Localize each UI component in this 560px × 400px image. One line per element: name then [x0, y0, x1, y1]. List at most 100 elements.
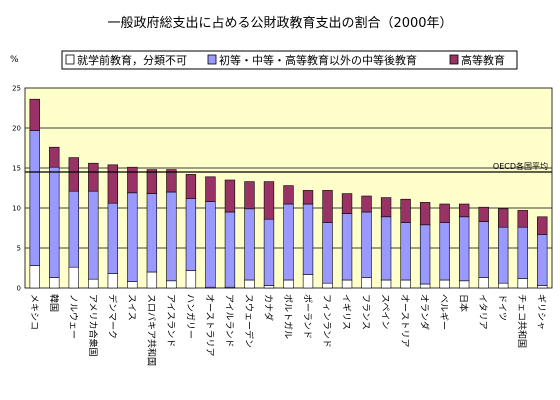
- bar-segment-tertiary: [322, 190, 333, 223]
- bar-segment-preschool: [498, 282, 509, 289]
- bar-segment-primary-secondary: [341, 213, 353, 281]
- reference-line-group: OECD各国平均: [25, 161, 552, 173]
- legend-swatch-tertiary: [449, 54, 459, 65]
- bar-segment-preschool: [68, 266, 79, 289]
- bar-segment-primary-secondary: [49, 166, 60, 278]
- bar-segment-primary-secondary: [88, 190, 99, 280]
- x-category-label: アメリカ合衆国: [87, 294, 99, 357]
- x-category-label: スロバキア共和国: [145, 294, 156, 366]
- x-category-label: フィンランド: [321, 294, 332, 348]
- oecd-average-label: OECD各国平均: [493, 161, 548, 171]
- bar-segment-tertiary: [478, 206, 489, 222]
- x-category-label: デンマーク: [106, 294, 118, 339]
- x-axis-labels: メキシコ 韓国 ノルウェー アメリカ合衆国 デンマーク スイス スロバキア共和国 アイスランド…: [28, 294, 546, 366]
- x-category-label: ポーランド: [302, 294, 313, 339]
- y-tick-label: 15: [12, 165, 21, 173]
- x-category-label: ベルギー: [438, 294, 449, 330]
- x-category-label: ドイツ: [497, 294, 507, 321]
- legend-frame: [61, 50, 518, 70]
- x-category-label: メキシコ: [28, 294, 38, 330]
- bar-segment-preschool: [419, 283, 431, 289]
- x-category-label: オーストラリア: [204, 294, 215, 357]
- bar-segment-preschool: [127, 281, 138, 289]
- bar-segment-tertiary: [439, 203, 450, 223]
- bar-segment-primary-secondary: [127, 192, 138, 282]
- bar-segment-tertiary: [517, 210, 528, 228]
- y-axis-unit: %: [10, 55, 19, 65]
- bar-segment-tertiary: [224, 179, 236, 213]
- bar-segment-primary-secondary: [107, 202, 119, 274]
- x-category-label: ポルトガル: [282, 294, 293, 339]
- y-axis-ticks: 0 5 10 15 20 25: [12, 85, 21, 293]
- bar-segment-preschool: [49, 277, 60, 289]
- bar-segment-tertiary: [458, 203, 470, 218]
- bar-segment-primary-secondary: [322, 222, 333, 284]
- legend: 就学前教育，分類不可 初等・中等・高等教育以外の中等後教育 高等教育: [61, 50, 518, 70]
- legend-swatch-primary-secondary: [207, 54, 217, 65]
- bar-segment-preschool: [88, 278, 99, 289]
- bar-segment-preschool: [322, 282, 333, 289]
- bar-segment-preschool: [283, 279, 294, 289]
- bar-segment-preschool: [244, 279, 255, 289]
- x-category-label: スペイン: [380, 294, 390, 329]
- bar-segment-tertiary: [263, 181, 275, 220]
- bar-segment-preschool: [107, 273, 119, 289]
- x-category-label: アイルランド: [223, 294, 234, 348]
- bar-segment-tertiary: [146, 169, 158, 194]
- bar-segment-tertiary: [419, 202, 431, 226]
- x-category-label: 韓国: [48, 294, 59, 312]
- bar-segment-primary-secondary: [537, 234, 548, 286]
- bar-segment-tertiary: [498, 208, 509, 228]
- bar-segment-primary-secondary: [380, 216, 392, 281]
- bar-segment-tertiary: [283, 185, 294, 205]
- y-tick-label: 25: [12, 85, 21, 93]
- bar-segment-preschool: [166, 280, 177, 289]
- bar-segment-primary-secondary: [263, 218, 275, 286]
- bar-segment-tertiary: [341, 193, 353, 214]
- x-category-label: カナダ: [262, 294, 274, 321]
- bar-segment-primary-secondary: [185, 198, 197, 271]
- bar-segment-preschool: [537, 285, 548, 289]
- y-tick-label: 5: [17, 245, 21, 253]
- bar-segment-tertiary: [107, 164, 119, 204]
- bar-segment-preschool: [185, 270, 197, 289]
- bar-segment-primary-secondary: [302, 203, 314, 275]
- legend-swatch-preschool: [65, 54, 75, 65]
- bar-segment-tertiary: [29, 98, 40, 131]
- bar-segment-tertiary: [380, 197, 392, 218]
- bar-segment-preschool: [458, 280, 470, 289]
- x-category-label: オーストリア: [399, 294, 410, 348]
- x-category-label: オランダ: [419, 294, 431, 330]
- bar-segment-preschool: [341, 279, 353, 289]
- x-category-label: チェコ共和国: [516, 294, 527, 348]
- bar-segment-primary-secondary: [283, 203, 294, 281]
- legend-label-primary-secondary: 初等・中等・高等教育以外の中等後教育: [219, 53, 417, 67]
- bar-segment-preschool: [439, 279, 450, 289]
- bar-segment-primary-secondary: [361, 211, 372, 278]
- y-tick-label: 20: [12, 125, 21, 133]
- bar-segment-primary-secondary: [146, 193, 158, 273]
- bar-segment-tertiary: [166, 169, 177, 193]
- y-tick-label: 10: [12, 205, 21, 213]
- bar-segment-primary-secondary: [205, 201, 216, 288]
- bar-segment-tertiary: [49, 146, 60, 168]
- bar-segment-tertiary: [244, 181, 255, 210]
- bar-segment-primary-secondary: [68, 190, 79, 268]
- bar-segment-preschool: [361, 277, 372, 289]
- bar-segment-primary-secondary: [439, 222, 450, 281]
- x-category-label: ノルウェー: [67, 294, 78, 339]
- bar-segment-preschool: [29, 265, 40, 289]
- bar-segment-primary-secondary: [166, 191, 177, 282]
- bar-segment-tertiary: [205, 176, 216, 202]
- bar-segment-primary-secondary: [517, 226, 528, 279]
- x-category-label: 日本: [458, 294, 470, 312]
- x-category-label: フランス: [360, 294, 371, 330]
- bar-segment-primary-secondary: [400, 222, 411, 281]
- x-category-label: ギリシャ: [536, 294, 547, 330]
- x-category-label: イタリア: [477, 294, 488, 330]
- bar-segment-primary-secondary: [224, 211, 236, 288]
- bar-segment-primary-secondary: [478, 221, 489, 278]
- bar-segment-preschool: [478, 277, 489, 289]
- bar-segment-tertiary: [68, 157, 79, 192]
